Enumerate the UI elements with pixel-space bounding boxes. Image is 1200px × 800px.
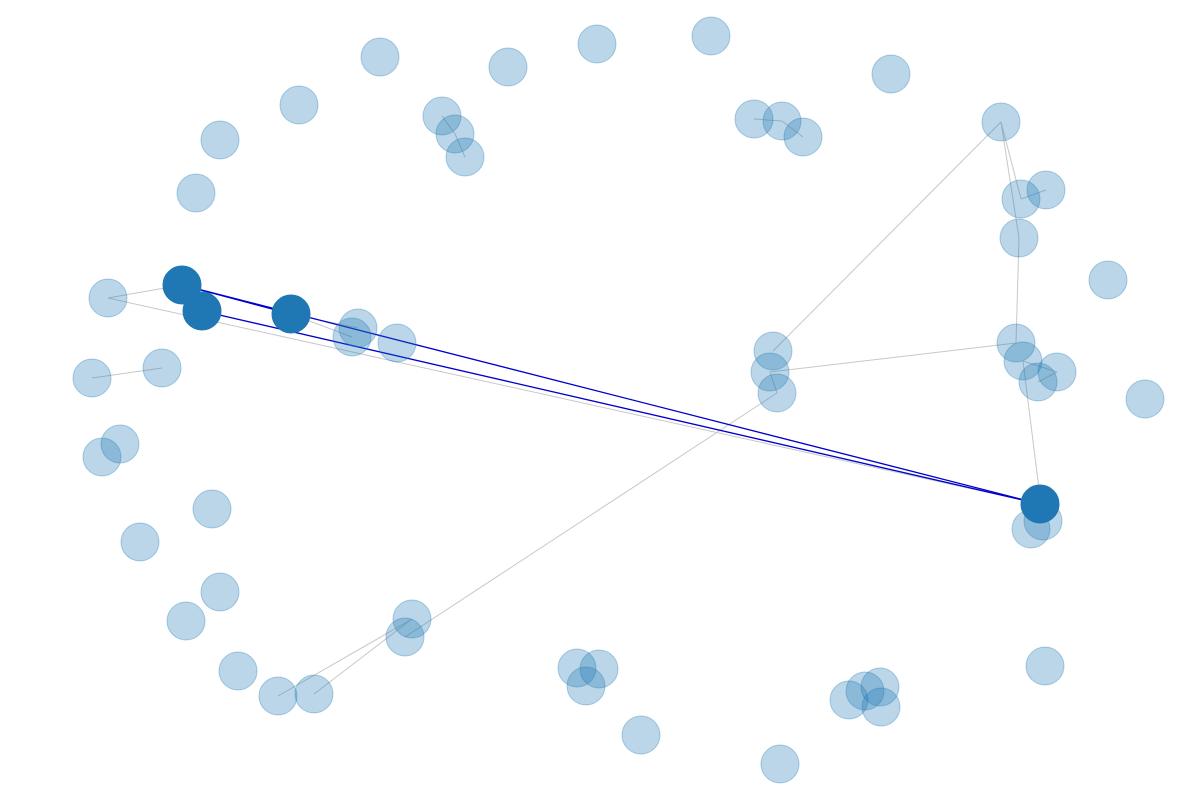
edge — [1022, 360, 1058, 373]
graph-node[interactable] — [750, 352, 790, 392]
graph-node[interactable] — [82, 437, 122, 477]
graph-node[interactable] — [218, 651, 258, 691]
graph-node[interactable] — [338, 308, 378, 348]
graph-node[interactable] — [579, 649, 619, 689]
edge — [753, 118, 783, 122]
graph-node[interactable] — [829, 680, 869, 720]
edge — [769, 371, 778, 394]
graph-node[interactable] — [1003, 341, 1043, 381]
edge — [781, 120, 804, 138]
graph-node[interactable] — [120, 522, 160, 562]
graph-node[interactable] — [1037, 352, 1077, 392]
edge — [772, 121, 1002, 352]
graph-node[interactable] — [1025, 646, 1065, 686]
edge — [91, 367, 163, 379]
graph-node[interactable] — [294, 674, 334, 714]
graph-node[interactable] — [860, 667, 900, 707]
graph-node[interactable] — [566, 666, 606, 706]
graph-node[interactable] — [258, 676, 298, 716]
graph-node[interactable] — [435, 114, 475, 154]
edge — [769, 342, 1017, 373]
edge-highlighted — [201, 310, 1041, 505]
edge — [1000, 121, 1020, 239]
graph-node[interactable] — [1026, 170, 1066, 210]
graph-node[interactable] — [385, 617, 425, 657]
edge — [404, 392, 778, 638]
graph-node[interactable] — [734, 99, 774, 139]
graph-node[interactable] — [762, 101, 802, 141]
graph-node-highlighted[interactable] — [271, 294, 311, 334]
graph-node[interactable] — [488, 47, 528, 87]
graph-node[interactable] — [176, 173, 216, 213]
edge — [313, 618, 413, 695]
graph-node-highlighted[interactable] — [162, 265, 202, 305]
edge — [1015, 237, 1020, 344]
graph-node[interactable] — [1088, 260, 1128, 300]
graph-node[interactable] — [760, 744, 800, 784]
graph-node[interactable] — [1018, 362, 1058, 402]
graph-node[interactable] — [377, 323, 417, 363]
edge — [1037, 371, 1058, 383]
edge — [277, 618, 413, 697]
graph-node[interactable] — [392, 599, 432, 639]
graph-node[interactable] — [1001, 179, 1041, 219]
graph-node[interactable] — [996, 323, 1036, 363]
edge — [1000, 121, 1022, 200]
graph-node-highlighted[interactable] — [1020, 484, 1060, 524]
graph-node[interactable] — [192, 489, 232, 529]
graph-node[interactable] — [757, 373, 797, 413]
edge — [1020, 189, 1047, 200]
graph-node[interactable] — [577, 24, 617, 64]
graph-node[interactable] — [360, 37, 400, 77]
graph-node[interactable] — [621, 715, 661, 755]
graph-node[interactable] — [422, 96, 462, 136]
edge — [441, 115, 456, 135]
graph-node[interactable] — [279, 85, 319, 125]
graph-node[interactable] — [100, 424, 140, 464]
graph-node[interactable] — [166, 601, 206, 641]
graph-node[interactable] — [845, 671, 885, 711]
graph-node[interactable] — [200, 572, 240, 612]
edge — [107, 297, 1041, 505]
graph-node[interactable] — [445, 137, 485, 177]
graph-node[interactable] — [753, 331, 793, 371]
graph-node[interactable] — [783, 117, 823, 157]
graph-node[interactable] — [999, 218, 1039, 258]
graph-node[interactable] — [88, 278, 128, 318]
graph-nodes — [72, 16, 1165, 784]
graph-node[interactable] — [861, 687, 901, 727]
graph-node[interactable] — [557, 648, 597, 688]
graph-node[interactable] — [871, 54, 911, 94]
graph-node[interactable] — [691, 16, 731, 56]
edge — [454, 133, 466, 158]
graph-node[interactable] — [72, 358, 112, 398]
graph-node[interactable] — [981, 102, 1021, 142]
graph-node-highlighted[interactable] — [182, 291, 222, 331]
edge-highlighted — [181, 284, 1041, 505]
graph-node[interactable] — [200, 120, 240, 160]
graph-node[interactable] — [142, 348, 182, 388]
graph-node[interactable] — [332, 317, 372, 357]
graph-node[interactable] — [1125, 379, 1165, 419]
